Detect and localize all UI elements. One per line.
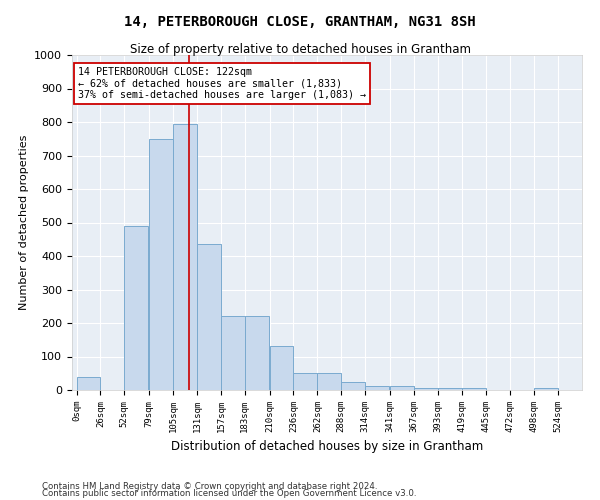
Text: Contains public sector information licensed under the Open Government Licence v3: Contains public sector information licen… <box>42 490 416 498</box>
X-axis label: Distribution of detached houses by size in Grantham: Distribution of detached houses by size … <box>171 440 483 454</box>
Bar <box>173 124 197 390</box>
Bar <box>221 316 245 390</box>
Bar <box>341 382 365 390</box>
Bar <box>245 316 269 390</box>
Bar <box>149 138 173 390</box>
Text: Contains HM Land Registry data © Crown copyright and database right 2024.: Contains HM Land Registry data © Crown c… <box>42 482 377 491</box>
Bar <box>77 376 100 390</box>
Bar <box>390 386 414 390</box>
Y-axis label: Number of detached properties: Number of detached properties <box>19 135 29 310</box>
Text: 14, PETERBOROUGH CLOSE, GRANTHAM, NG31 8SH: 14, PETERBOROUGH CLOSE, GRANTHAM, NG31 8… <box>124 15 476 29</box>
Bar <box>414 388 438 390</box>
Bar <box>124 226 148 390</box>
Bar <box>534 388 558 390</box>
Bar <box>438 388 461 390</box>
Bar <box>269 346 293 390</box>
Bar <box>317 373 341 390</box>
Bar <box>197 244 221 390</box>
Text: Size of property relative to detached houses in Grantham: Size of property relative to detached ho… <box>130 42 470 56</box>
Bar <box>461 388 485 390</box>
Text: 14 PETERBOROUGH CLOSE: 122sqm
← 62% of detached houses are smaller (1,833)
37% o: 14 PETERBOROUGH CLOSE: 122sqm ← 62% of d… <box>79 66 367 100</box>
Bar <box>293 373 317 390</box>
Bar <box>365 386 389 390</box>
